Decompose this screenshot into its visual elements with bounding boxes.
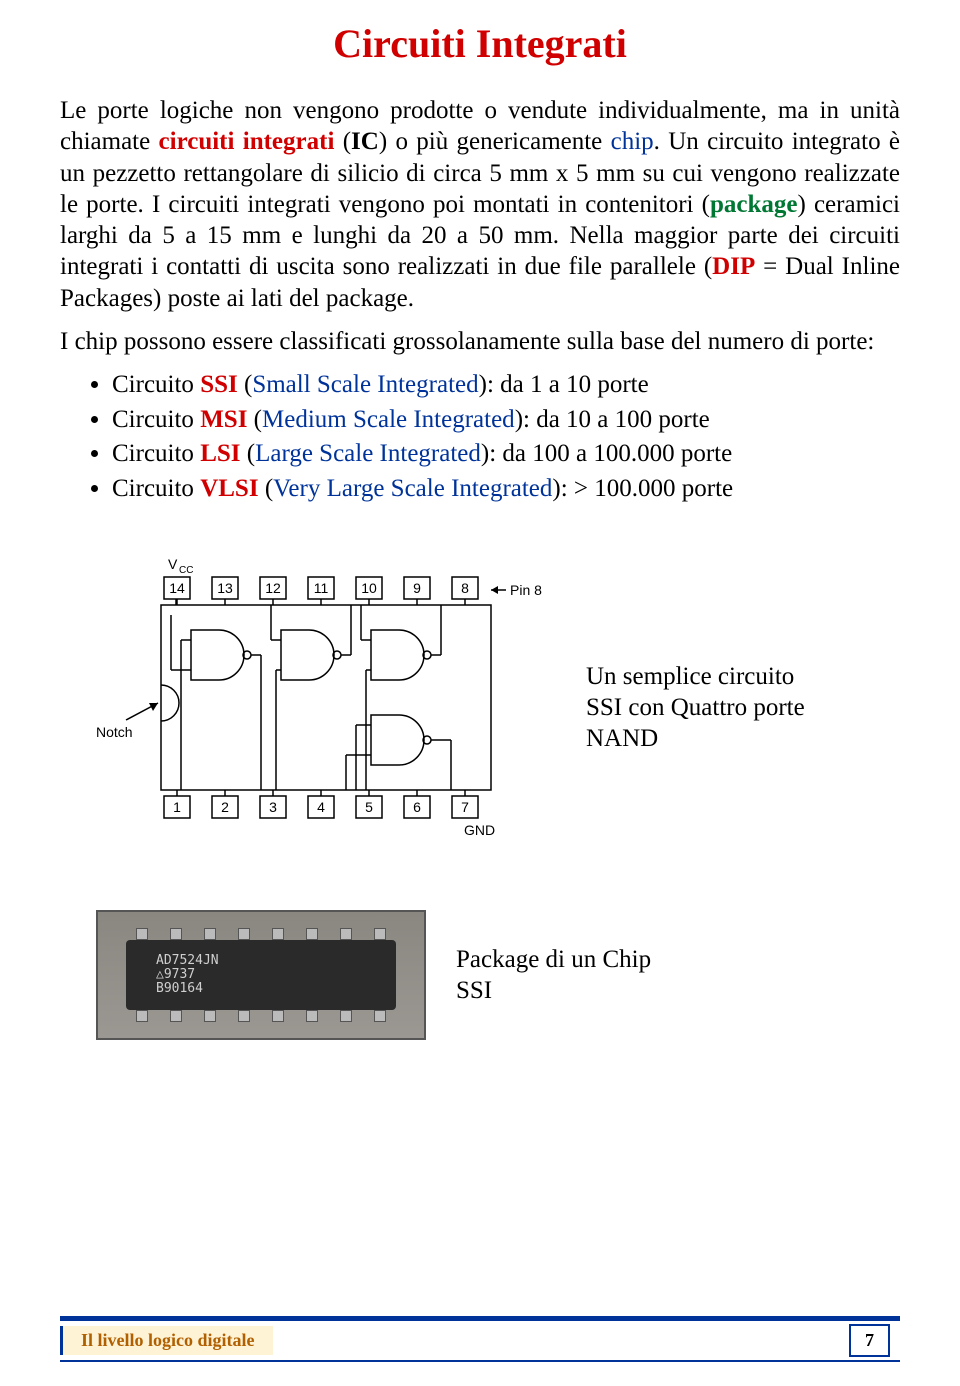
- list-item: Circuito MSI (Medium Scale Integrated): …: [112, 404, 900, 437]
- svg-text:CC: CC: [179, 565, 193, 576]
- svg-text:1: 1: [173, 799, 181, 815]
- svg-text:GND: GND: [464, 822, 495, 838]
- full-lsi: Large Scale Integrated: [255, 440, 481, 467]
- text: (: [259, 475, 274, 502]
- svg-text:5: 5: [365, 799, 373, 815]
- term-package: package: [710, 191, 798, 218]
- text: Circuito: [112, 475, 200, 502]
- text: (: [238, 371, 253, 398]
- svg-text:3: 3: [269, 799, 277, 815]
- text: (: [247, 406, 262, 433]
- chip-caption: Package di un Chip SSI: [456, 944, 676, 1007]
- chip-body: AD7524JN △9737 B90164: [126, 940, 396, 1010]
- term-circuiti-integrati: circuiti integrati: [159, 128, 335, 155]
- svg-text:Notch: Notch: [96, 724, 133, 740]
- text: ): > 100.000 porte: [552, 475, 733, 502]
- svg-text:2: 2: [221, 799, 229, 815]
- svg-text:4: 4: [317, 799, 325, 815]
- full-msi: Medium Scale Integrated: [262, 406, 515, 433]
- term-chip: chip: [611, 128, 654, 155]
- figure-chip-row: AD7524JN △9737 B90164 Package di un Chip…: [60, 910, 900, 1040]
- chip-pins-bottom: [136, 1010, 386, 1022]
- text: Circuito: [112, 371, 200, 398]
- svg-text:V: V: [168, 556, 178, 572]
- page-footer: Il livello logico digitale 7: [60, 1316, 900, 1362]
- svg-text:Pin 8: Pin 8: [510, 582, 542, 598]
- svg-text:10: 10: [361, 580, 377, 596]
- text: Circuito: [112, 440, 200, 467]
- text: ): da 1 a 10 porte: [479, 371, 649, 398]
- diagram-caption: Un semplice circuito SSI con Quattro por…: [586, 661, 806, 755]
- list-item: Circuito LSI (Large Scale Integrated): d…: [112, 438, 900, 471]
- abbr-vlsi: VLSI: [200, 475, 258, 502]
- text: (: [334, 128, 351, 155]
- chip-label-3: B90164: [156, 982, 396, 996]
- text: ) o più genericamente: [379, 128, 611, 155]
- text: Circuito: [112, 406, 200, 433]
- svg-text:6: 6: [413, 799, 421, 815]
- chip-label-1: AD7524JN: [156, 954, 396, 968]
- chip-photo: AD7524JN △9737 B90164: [96, 910, 426, 1040]
- page-title: Circuiti Integrati: [60, 20, 900, 67]
- list-item: Circuito SSI (Small Scale Integrated): d…: [112, 369, 900, 402]
- svg-text:7: 7: [461, 799, 469, 815]
- full-vlsi: Very Large Scale Integrated: [273, 475, 552, 502]
- svg-text:12: 12: [265, 580, 281, 596]
- footer-bar: Il livello logico digitale 7: [60, 1316, 900, 1362]
- figure-diagram-row: VCC 141312111098 Pin 8 Notch: [60, 555, 900, 860]
- svg-text:8: 8: [461, 580, 469, 596]
- abbr-ssi: SSI: [200, 371, 238, 398]
- paragraph-2: I chip possono essere classificati gross…: [60, 326, 900, 357]
- svg-text:14: 14: [169, 580, 185, 596]
- chip-label-2: △9737: [156, 968, 396, 982]
- classification-list: Circuito SSI (Small Scale Integrated): d…: [60, 369, 900, 505]
- svg-text:13: 13: [217, 580, 233, 596]
- text: ): da 100 a 100.000 porte: [481, 440, 732, 467]
- paragraph-1: Le porte logiche non vengono prodotte o …: [60, 95, 900, 314]
- chip-pins-top: [136, 928, 386, 940]
- abbr-lsi: LSI: [200, 440, 240, 467]
- nand-ssi-diagram: VCC 141312111098 Pin 8 Notch: [96, 555, 556, 860]
- abbr-msi: MSI: [200, 406, 247, 433]
- svg-text:11: 11: [314, 580, 329, 596]
- svg-text:9: 9: [413, 580, 421, 596]
- text: (: [241, 440, 256, 467]
- term-dip: DIP: [712, 253, 755, 280]
- page-number: 7: [849, 1324, 890, 1357]
- footer-title: Il livello logico digitale: [60, 1326, 273, 1355]
- text: ): da 10 a 100 porte: [515, 406, 710, 433]
- list-item: Circuito VLSI (Very Large Scale Integrat…: [112, 473, 900, 506]
- term-ic: IC: [351, 128, 379, 155]
- full-ssi: Small Scale Integrated: [252, 371, 478, 398]
